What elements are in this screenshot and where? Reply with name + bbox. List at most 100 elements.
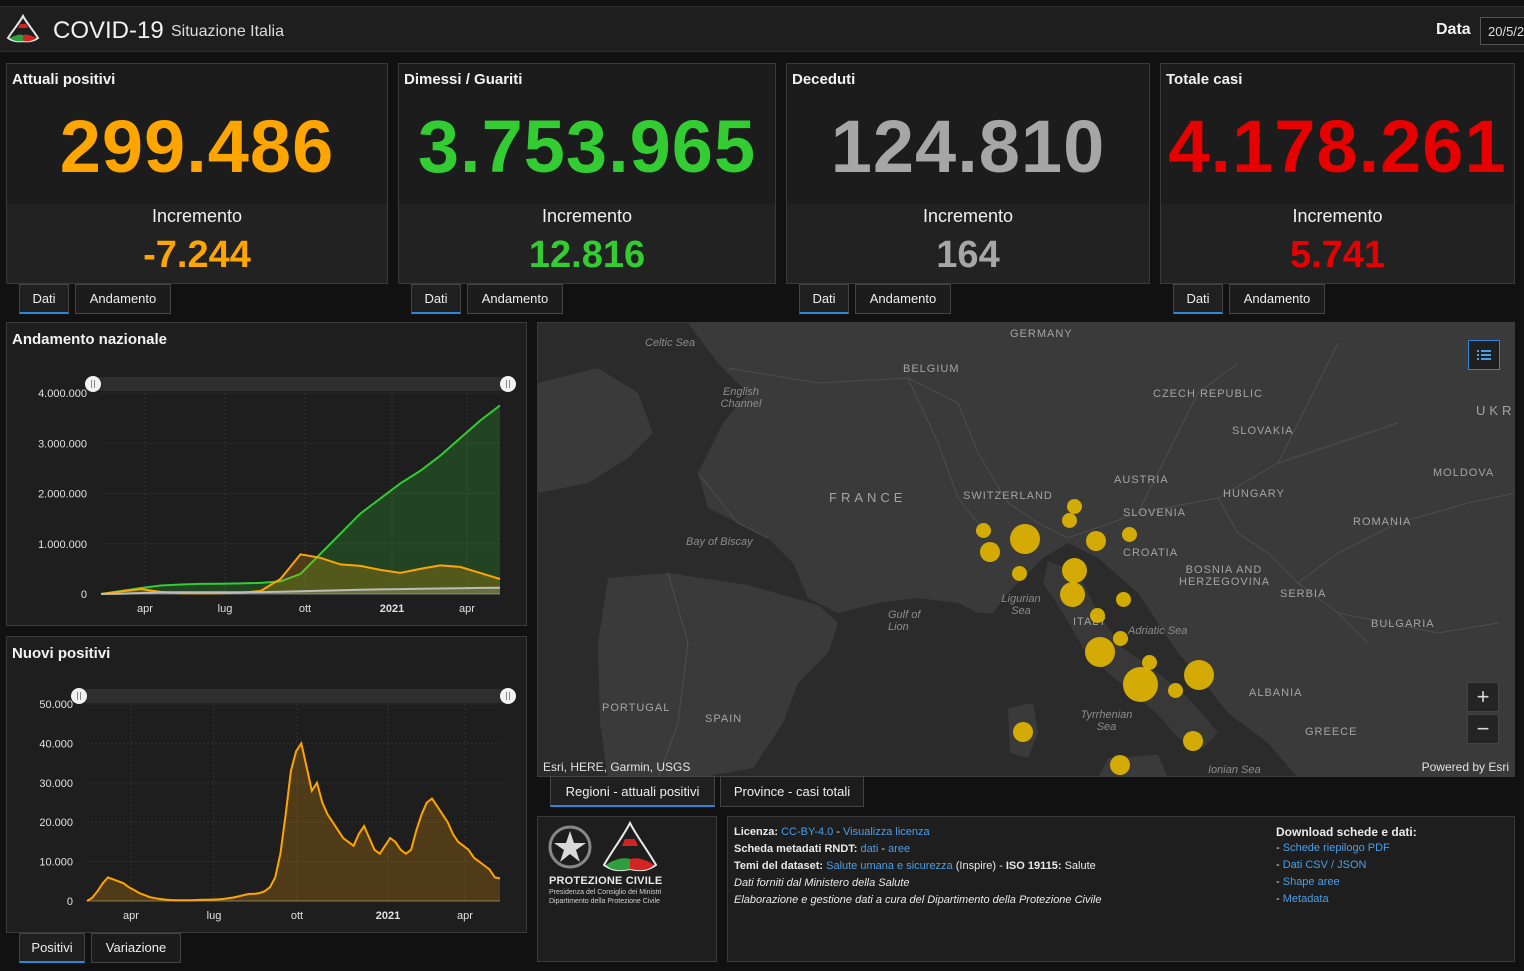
range-end-handle[interactable] xyxy=(500,688,516,704)
region-bubble[interactable] xyxy=(1061,557,1087,583)
region-bubble[interactable] xyxy=(1115,591,1131,607)
card-deceduti: Deceduti 124.810 Incremento 164 xyxy=(786,63,1150,284)
tab-andamento[interactable]: Andamento xyxy=(1229,284,1325,314)
x-tick-label: apr xyxy=(459,603,475,615)
region-bubble[interactable] xyxy=(1167,682,1183,698)
range-end-handle[interactable] xyxy=(500,376,516,392)
region-bubble[interactable] xyxy=(1066,498,1082,514)
tab-dati[interactable]: Dati xyxy=(411,284,461,314)
org-title: PROTEZIONE CIVILE xyxy=(549,875,663,887)
map-label-bay-of-biscay: Bay of Biscay xyxy=(686,536,753,548)
card-value: 299.486 xyxy=(59,105,335,188)
map-view[interactable]: GERMANY BELGIUM CZECH REPUBLIC UKR SLOVA… xyxy=(537,322,1515,777)
series-area xyxy=(101,405,500,594)
region-bubble[interactable] xyxy=(1010,524,1040,554)
y-tick-label: 0 xyxy=(81,589,87,601)
license-link[interactable]: CC-BY-4.0 xyxy=(781,826,834,838)
map-label-romania: ROMANIA xyxy=(1353,516,1412,528)
powered-by-esri-link[interactable]: Powered by Esri xyxy=(1421,760,1509,774)
range-slider-track[interactable] xyxy=(93,377,508,391)
download-pdf-link[interactable]: Schede riepilogo PDF xyxy=(1282,842,1390,854)
map-label-gulf-of-lion: Gulf of Lion xyxy=(888,609,921,633)
region-bubble[interactable] xyxy=(1122,666,1158,702)
tab-dati[interactable]: Dati xyxy=(19,284,69,314)
increment-value: -7.244 xyxy=(143,234,251,276)
card-title: Totale casi xyxy=(1166,71,1243,88)
increment-value: 5.741 xyxy=(1289,234,1386,276)
card-totale-casi: Totale casi 4.178.261 Incremento 5.741 xyxy=(1160,63,1515,284)
y-tick-label: 1.000.000 xyxy=(38,539,87,551)
tab-andamento[interactable]: Andamento xyxy=(467,284,563,314)
card-value: 4.178.261 xyxy=(1168,105,1507,188)
tab-dati[interactable]: Dati xyxy=(799,284,849,314)
date-label: Data xyxy=(1436,21,1471,38)
map-label-portugal: PORTUGAL xyxy=(602,702,671,714)
map-label-belgium: BELGIUM xyxy=(903,363,960,375)
map-label-greece: GREECE xyxy=(1305,726,1358,738)
tab-positivi[interactable]: Positivi xyxy=(19,933,85,963)
download-metadata-link[interactable]: Metadata xyxy=(1282,893,1329,905)
region-bubble[interactable] xyxy=(1141,654,1157,670)
map-label-tyrrhenian-sea: Tyrrhenian Sea xyxy=(1080,709,1133,733)
region-bubble[interactable] xyxy=(1013,722,1033,742)
region-bubble[interactable] xyxy=(1112,630,1128,646)
y-tick-label: 40.000 xyxy=(39,738,73,750)
region-bubble[interactable] xyxy=(1011,565,1027,581)
card-title: Dimessi / Guariti xyxy=(404,71,523,88)
region-bubble[interactable] xyxy=(1184,660,1214,690)
download-csv-json-link[interactable]: Dati CSV / JSON xyxy=(1282,859,1367,871)
region-bubble[interactable] xyxy=(1110,755,1130,775)
rndt-line: Scheda metadati RNDT: dati - aree xyxy=(734,843,911,855)
range-start-handle[interactable] xyxy=(85,376,101,392)
map-label-slovakia: SLOVAKIA xyxy=(1232,425,1294,437)
map-label-ukr: UKR xyxy=(1476,403,1515,418)
tab-dati[interactable]: Dati xyxy=(1173,284,1223,314)
view-license-link[interactable]: Visualizza licenza xyxy=(843,826,930,838)
zoom-out-button[interactable]: − xyxy=(1467,714,1499,744)
tab-variazione[interactable]: Variazione xyxy=(91,933,181,963)
italian-republic-emblem-icon xyxy=(548,825,592,869)
region-bubble[interactable] xyxy=(980,542,1000,562)
themes-line: Temi del dataset: Salute umana e sicurez… xyxy=(734,860,1096,872)
rndt-dati-link[interactable]: dati xyxy=(860,843,879,855)
map-label-spain: SPAIN xyxy=(705,713,743,725)
range-slider-track[interactable] xyxy=(79,689,508,703)
tab-andamento[interactable]: Andamento xyxy=(855,284,951,314)
tab-andamento[interactable]: Andamento xyxy=(75,284,171,314)
x-tick-label: ott xyxy=(291,910,303,922)
tab-province[interactable]: Province - casi totali xyxy=(720,776,864,807)
region-bubble[interactable] xyxy=(1086,531,1106,551)
region-bubble[interactable] xyxy=(975,522,991,538)
series-line xyxy=(100,404,501,595)
organization-logo-panel: PROTEZIONE CIVILE Presidenza del Consigl… xyxy=(537,816,717,962)
map-label-ligurian-sea: Ligurian Sea xyxy=(1001,593,1041,617)
series-area xyxy=(101,554,500,594)
card-value: 124.810 xyxy=(830,105,1106,188)
y-tick-label: 4.000.000 xyxy=(38,388,87,400)
region-bubble[interactable] xyxy=(1183,731,1203,751)
zoom-in-button[interactable]: + xyxy=(1467,682,1499,712)
rndt-aree-link[interactable]: aree xyxy=(888,843,911,855)
download-shape-link[interactable]: Shape aree xyxy=(1282,876,1340,888)
date-picker[interactable]: 20/5/2021 xyxy=(1480,17,1524,45)
range-start-handle[interactable] xyxy=(71,688,87,704)
andamento-nazionale-panel: Andamento nazionale 0 1.000.000 2.000.000 3… xyxy=(6,322,527,626)
region-bubble[interactable] xyxy=(1061,512,1077,528)
themes-link[interactable]: Salute umana e sicurezza xyxy=(826,860,953,872)
download-item: - Metadata xyxy=(1276,893,1329,905)
legend-toggle-button[interactable] xyxy=(1468,340,1500,370)
region-bubble[interactable] xyxy=(1059,581,1085,607)
x-tick-label: lug xyxy=(207,910,222,922)
y-tick-label: 3.000.000 xyxy=(38,438,87,450)
download-title: Download schede e dati: xyxy=(1276,825,1417,839)
map-label-croatia: CROATIA xyxy=(1123,547,1179,559)
y-tick-label: 50.000 xyxy=(39,699,73,711)
region-bubble[interactable] xyxy=(1121,526,1137,542)
region-bubble[interactable] xyxy=(1089,607,1105,623)
x-tick-label: apr xyxy=(123,910,139,922)
tab-regioni[interactable]: Regioni - attuali positivi xyxy=(550,776,715,807)
map-label-adriatic-sea: Adriatic Sea xyxy=(1128,625,1188,637)
y-tick-label: 10.000 xyxy=(39,857,73,869)
region-bubble[interactable] xyxy=(1085,637,1115,667)
